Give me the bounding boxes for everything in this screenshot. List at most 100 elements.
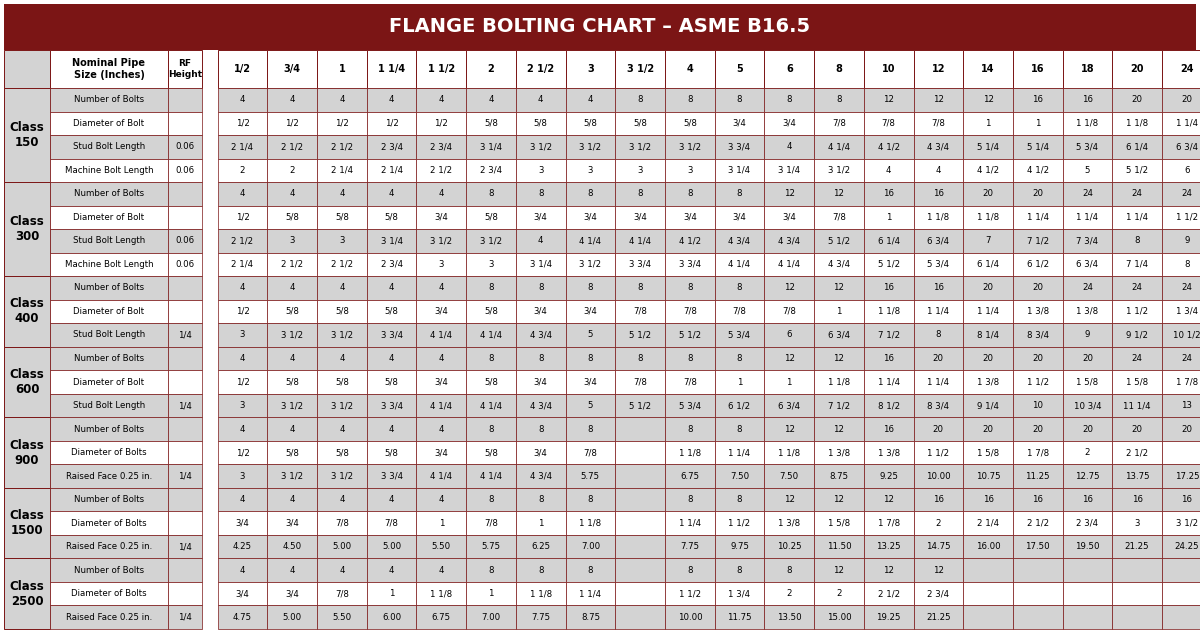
Text: Diameter of Bolts: Diameter of Bolts — [71, 448, 146, 457]
Bar — [168, 535, 202, 558]
Bar — [317, 582, 367, 606]
Bar — [217, 276, 268, 299]
Text: 3: 3 — [637, 166, 643, 175]
Bar — [268, 229, 317, 253]
Text: 1 3/8: 1 3/8 — [828, 448, 850, 457]
Bar — [565, 535, 616, 558]
Text: 1/2: 1/2 — [235, 448, 250, 457]
Text: Class
1500: Class 1500 — [10, 509, 44, 537]
Text: 5 1/4: 5 1/4 — [977, 142, 1000, 151]
Bar — [864, 441, 913, 465]
Text: 3 1/2: 3 1/2 — [431, 236, 452, 246]
Text: 9: 9 — [1085, 330, 1090, 339]
Text: 8: 8 — [688, 95, 692, 104]
Bar — [217, 158, 268, 182]
Bar — [964, 465, 1013, 488]
Bar — [715, 558, 764, 582]
Text: 4.25: 4.25 — [233, 542, 252, 551]
Bar — [715, 323, 764, 347]
Text: 3 1/2: 3 1/2 — [679, 142, 701, 151]
Text: 3: 3 — [588, 166, 593, 175]
Bar — [416, 206, 466, 229]
Bar — [168, 347, 202, 370]
Text: Diameter of Bolt: Diameter of Bolt — [73, 377, 144, 387]
Text: 7.75: 7.75 — [532, 613, 551, 622]
Text: 10: 10 — [1032, 401, 1043, 410]
Bar — [665, 88, 715, 111]
Text: 3/4: 3/4 — [583, 377, 598, 387]
Text: 1 1/2: 1 1/2 — [427, 64, 455, 74]
Text: 1 1/8: 1 1/8 — [928, 213, 949, 222]
Bar — [616, 417, 665, 441]
Text: 4: 4 — [488, 95, 494, 104]
Bar — [665, 229, 715, 253]
Text: 8: 8 — [588, 189, 593, 198]
Text: 2 1/4: 2 1/4 — [977, 518, 1000, 528]
Text: 1/4: 1/4 — [178, 613, 192, 622]
Bar — [217, 441, 268, 465]
Bar — [1162, 229, 1200, 253]
Bar — [864, 135, 913, 158]
Bar — [665, 606, 715, 629]
Text: 6.75: 6.75 — [680, 472, 700, 480]
Text: 1: 1 — [1036, 119, 1040, 128]
Bar — [665, 394, 715, 417]
Bar — [913, 323, 964, 347]
Bar — [764, 88, 814, 111]
Bar — [268, 88, 317, 111]
Text: 1 3/8: 1 3/8 — [1076, 307, 1098, 316]
Text: 6: 6 — [1184, 166, 1189, 175]
Bar — [168, 229, 202, 253]
Text: 8 3/4: 8 3/4 — [1027, 330, 1049, 339]
Text: 24: 24 — [1181, 354, 1193, 363]
Text: 20: 20 — [1032, 354, 1043, 363]
Text: 1 1/8: 1 1/8 — [580, 518, 601, 528]
Text: Number of Bolts: Number of Bolts — [74, 566, 144, 575]
Text: 3 3/4: 3 3/4 — [380, 401, 403, 410]
Text: 8: 8 — [737, 189, 743, 198]
Text: Diameter of Bolt: Diameter of Bolt — [73, 307, 144, 316]
Text: 7/8: 7/8 — [832, 213, 846, 222]
Bar — [416, 111, 466, 135]
Text: Diameter of Bolts: Diameter of Bolts — [71, 589, 146, 598]
Bar — [50, 111, 168, 135]
Text: 17.50: 17.50 — [1026, 542, 1050, 551]
Bar — [50, 347, 168, 370]
Bar — [964, 535, 1013, 558]
Text: 12: 12 — [784, 284, 794, 292]
Text: 24: 24 — [1082, 284, 1093, 292]
Text: 8 1/2: 8 1/2 — [877, 401, 900, 410]
Bar — [1063, 394, 1112, 417]
Bar — [565, 135, 616, 158]
Bar — [1162, 488, 1200, 511]
Bar — [1162, 394, 1200, 417]
Bar — [764, 488, 814, 511]
Bar — [1013, 88, 1063, 111]
Bar — [466, 558, 516, 582]
Bar — [764, 111, 814, 135]
Bar — [665, 582, 715, 606]
Bar — [516, 488, 565, 511]
Bar — [317, 417, 367, 441]
Text: 8: 8 — [588, 495, 593, 504]
Bar — [616, 206, 665, 229]
Bar — [814, 511, 864, 535]
Text: 8: 8 — [488, 354, 494, 363]
Text: 3 1/2: 3 1/2 — [629, 142, 652, 151]
Text: 21.25: 21.25 — [1124, 542, 1150, 551]
Bar — [913, 206, 964, 229]
Text: 19.25: 19.25 — [876, 613, 901, 622]
Bar — [715, 347, 764, 370]
Bar — [217, 465, 268, 488]
Text: 20: 20 — [932, 354, 944, 363]
Bar — [1063, 370, 1112, 394]
Text: 6 1/4: 6 1/4 — [877, 236, 900, 246]
Text: 7/8: 7/8 — [882, 119, 895, 128]
Bar — [1162, 535, 1200, 558]
Text: 24: 24 — [1132, 354, 1142, 363]
Text: 1 7/8: 1 7/8 — [1176, 377, 1198, 387]
Bar — [168, 182, 202, 206]
Bar — [416, 441, 466, 465]
Text: 7.50: 7.50 — [780, 472, 799, 480]
Bar — [964, 276, 1013, 299]
